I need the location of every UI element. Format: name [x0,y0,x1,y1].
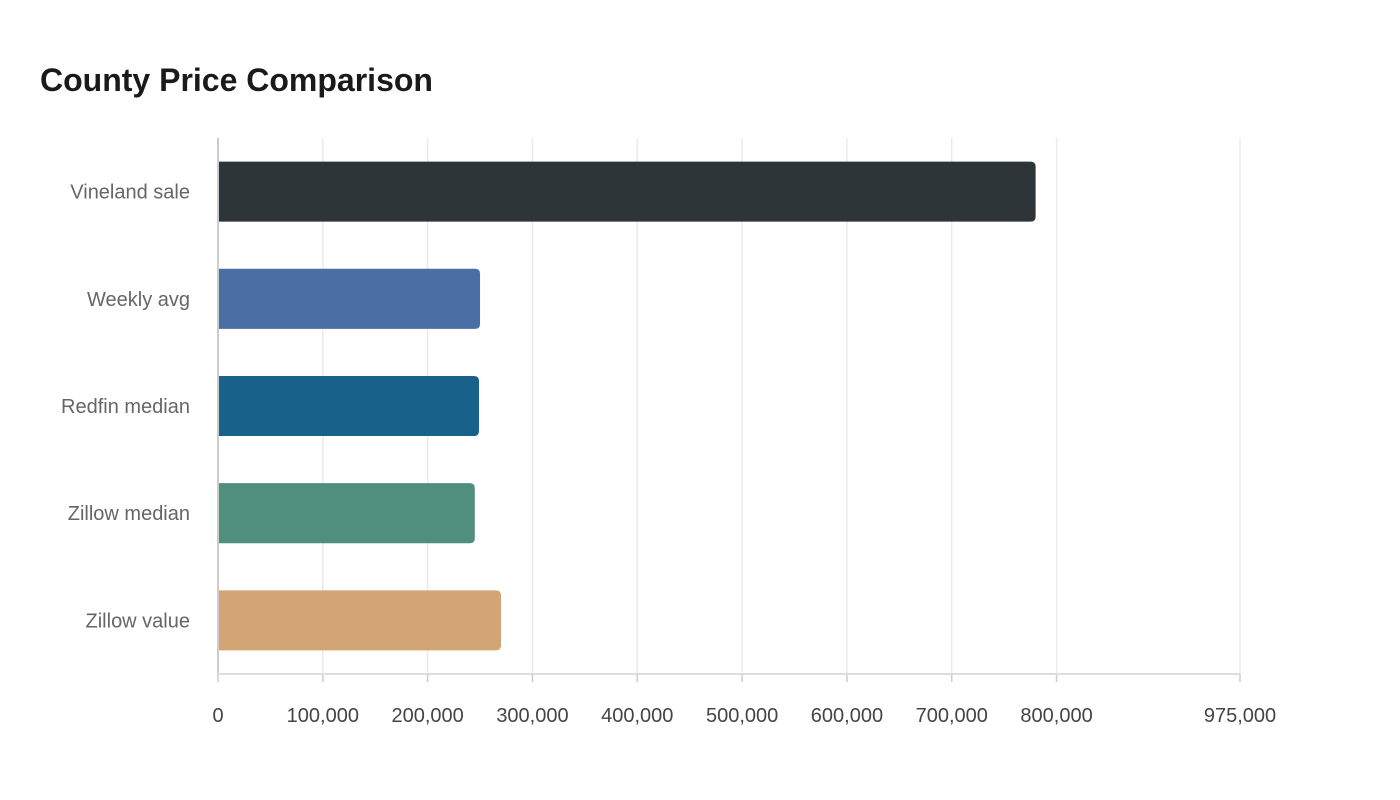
x-tick-label: 500,000 [706,705,778,727]
category-label: Weekly avg [87,289,190,311]
category-label: Zillow value [86,610,190,632]
x-tick-label: 400,000 [601,705,673,727]
x-tick-label: 800,000 [1020,705,1092,727]
bar [218,268,481,329]
bars [218,161,1036,651]
bar [218,375,480,437]
category-label: Zillow median [68,503,190,525]
bar [218,161,1036,222]
x-tick-label: 200,000 [391,705,463,727]
x-tick-label: 100,000 [287,705,359,727]
category-label: Vineland sale [70,182,190,204]
x-tick-label: 975,000 [1204,705,1276,727]
category-label: Redfin median [61,396,190,418]
bar [218,590,502,651]
bar [218,483,475,544]
x-tick-label: 300,000 [496,705,568,727]
axes [217,138,1241,682]
labels: 0 100,000 200,000 300,000 400,000 500,000 600,… [61,182,1276,727]
x-tick-label: 600,000 [811,705,883,727]
chart-title: County Price Comparison [40,62,433,98]
x-tick-label: 0 [212,705,223,727]
x-tick-label: 700,000 [916,705,988,727]
